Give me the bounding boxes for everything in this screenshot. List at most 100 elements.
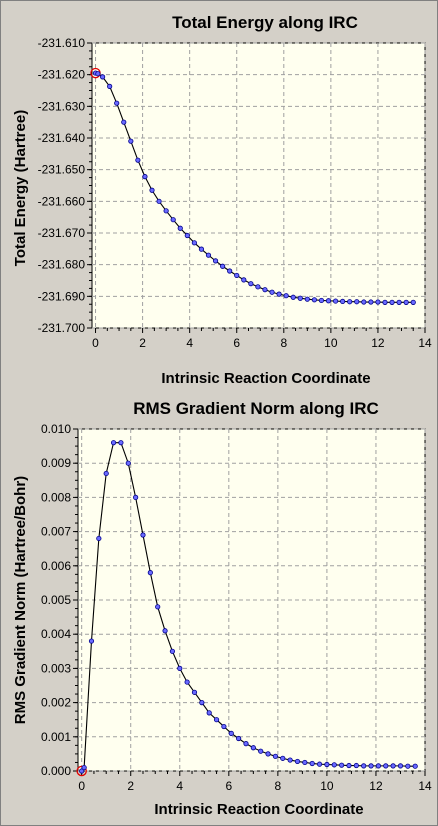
data-point[interactable] bbox=[255, 284, 261, 290]
data-point[interactable] bbox=[121, 119, 127, 125]
data-point[interactable] bbox=[191, 240, 197, 246]
data-point[interactable] bbox=[297, 295, 303, 301]
data-point[interactable] bbox=[135, 157, 141, 163]
data-point[interactable] bbox=[81, 764, 87, 771]
data-point[interactable] bbox=[147, 570, 153, 576]
data-point[interactable] bbox=[403, 299, 409, 305]
data-point[interactable] bbox=[96, 535, 102, 542]
data-point[interactable] bbox=[205, 252, 212, 258]
data-point[interactable] bbox=[410, 299, 416, 305]
data-point[interactable] bbox=[184, 232, 190, 239]
data-point[interactable] bbox=[250, 745, 256, 751]
data-point[interactable] bbox=[280, 755, 286, 761]
data-point[interactable] bbox=[316, 761, 323, 767]
data-point[interactable] bbox=[354, 299, 360, 305]
data-point[interactable] bbox=[220, 263, 226, 269]
data-point[interactable] bbox=[412, 763, 418, 769]
data-point[interactable] bbox=[99, 74, 106, 80]
data-point[interactable] bbox=[221, 723, 227, 730]
x-axis-label: Intrinsic Reaction Coordinate bbox=[154, 801, 363, 818]
data-point[interactable] bbox=[339, 762, 345, 768]
data-point[interactable] bbox=[156, 198, 162, 204]
data-point[interactable] bbox=[95, 71, 101, 77]
data-point[interactable] bbox=[133, 494, 139, 501]
data-point[interactable] bbox=[142, 174, 148, 180]
data-point[interactable] bbox=[353, 762, 359, 769]
data-point[interactable] bbox=[318, 297, 325, 304]
data-point[interactable] bbox=[103, 470, 109, 477]
x-axis-label: Intrinsic Reaction Coordinate bbox=[161, 370, 370, 387]
data-point[interactable] bbox=[162, 628, 168, 634]
data-point[interactable] bbox=[269, 289, 275, 295]
data-point[interactable] bbox=[304, 296, 310, 302]
data-point[interactable] bbox=[114, 100, 120, 106]
data-point[interactable] bbox=[107, 83, 113, 89]
data-point[interactable] bbox=[361, 299, 367, 305]
data-point[interactable] bbox=[283, 293, 289, 299]
data-point[interactable] bbox=[396, 299, 402, 305]
data-point[interactable] bbox=[212, 258, 219, 264]
data-point[interactable] bbox=[206, 710, 212, 716]
data-point[interactable] bbox=[346, 762, 352, 769]
x-tick-labels: 0 2 4 6 8 10 12 14 bbox=[78, 779, 432, 793]
data-point[interactable] bbox=[191, 689, 198, 695]
data-point[interactable] bbox=[213, 717, 220, 723]
data-point[interactable] bbox=[311, 297, 317, 303]
data-point[interactable] bbox=[405, 763, 411, 769]
data-point[interactable] bbox=[228, 730, 234, 736]
data-point[interactable] bbox=[361, 763, 367, 769]
y-axis-label: Total Energy (Hartree) bbox=[12, 110, 29, 266]
data-point[interactable] bbox=[383, 763, 389, 769]
data-point[interactable] bbox=[294, 758, 301, 765]
data-point[interactable] bbox=[375, 763, 382, 769]
data-point[interactable] bbox=[243, 741, 249, 747]
data-point-current[interactable] bbox=[79, 768, 85, 774]
y-tick-label: 0.003 bbox=[41, 661, 71, 675]
data-point[interactable] bbox=[265, 751, 271, 757]
data-point[interactable] bbox=[140, 532, 146, 538]
data-point[interactable] bbox=[155, 604, 161, 610]
data-point[interactable] bbox=[149, 187, 155, 193]
data-point[interactable] bbox=[290, 294, 296, 300]
data-point[interactable] bbox=[347, 299, 353, 305]
data-point[interactable] bbox=[368, 299, 374, 305]
data-point[interactable] bbox=[234, 272, 240, 279]
data-point[interactable] bbox=[332, 298, 339, 304]
total-energy-chart: Total Energy along IRC 0 2 4 6 8 10 12 14 -231.… bbox=[12, 13, 432, 387]
data-point[interactable] bbox=[241, 277, 247, 283]
data-point[interactable] bbox=[169, 648, 176, 654]
data-point[interactable] bbox=[128, 138, 134, 144]
data-point[interactable] bbox=[88, 638, 95, 644]
data-point[interactable] bbox=[382, 299, 388, 305]
data-point[interactable] bbox=[163, 208, 169, 214]
data-point[interactable] bbox=[390, 763, 396, 769]
data-point[interactable] bbox=[389, 299, 395, 305]
data-point[interactable] bbox=[325, 298, 332, 304]
data-point[interactable] bbox=[287, 757, 293, 763]
data-point[interactable] bbox=[272, 753, 279, 759]
data-point[interactable] bbox=[125, 460, 131, 466]
data-point[interactable] bbox=[170, 217, 176, 223]
data-point[interactable] bbox=[340, 298, 346, 304]
data-point[interactable] bbox=[324, 761, 330, 768]
data-point[interactable] bbox=[397, 763, 404, 769]
data-point[interactable] bbox=[309, 760, 315, 767]
data-point[interactable] bbox=[375, 299, 381, 305]
y-tick-label: -231.620 bbox=[38, 68, 86, 82]
data-point[interactable] bbox=[262, 287, 268, 293]
data-point[interactable] bbox=[331, 762, 337, 768]
data-point[interactable] bbox=[276, 291, 282, 297]
data-point[interactable] bbox=[118, 440, 124, 446]
data-point[interactable] bbox=[248, 281, 254, 287]
data-point[interactable] bbox=[177, 665, 183, 671]
data-point[interactable] bbox=[184, 679, 190, 685]
data-point[interactable] bbox=[199, 699, 205, 706]
data-point[interactable] bbox=[198, 246, 205, 252]
data-point[interactable] bbox=[110, 440, 117, 446]
data-point[interactable] bbox=[227, 268, 233, 274]
data-point[interactable] bbox=[258, 748, 264, 754]
data-point[interactable] bbox=[177, 225, 183, 231]
data-point[interactable] bbox=[236, 735, 242, 742]
data-point[interactable] bbox=[302, 759, 308, 766]
data-point[interactable] bbox=[368, 763, 374, 769]
